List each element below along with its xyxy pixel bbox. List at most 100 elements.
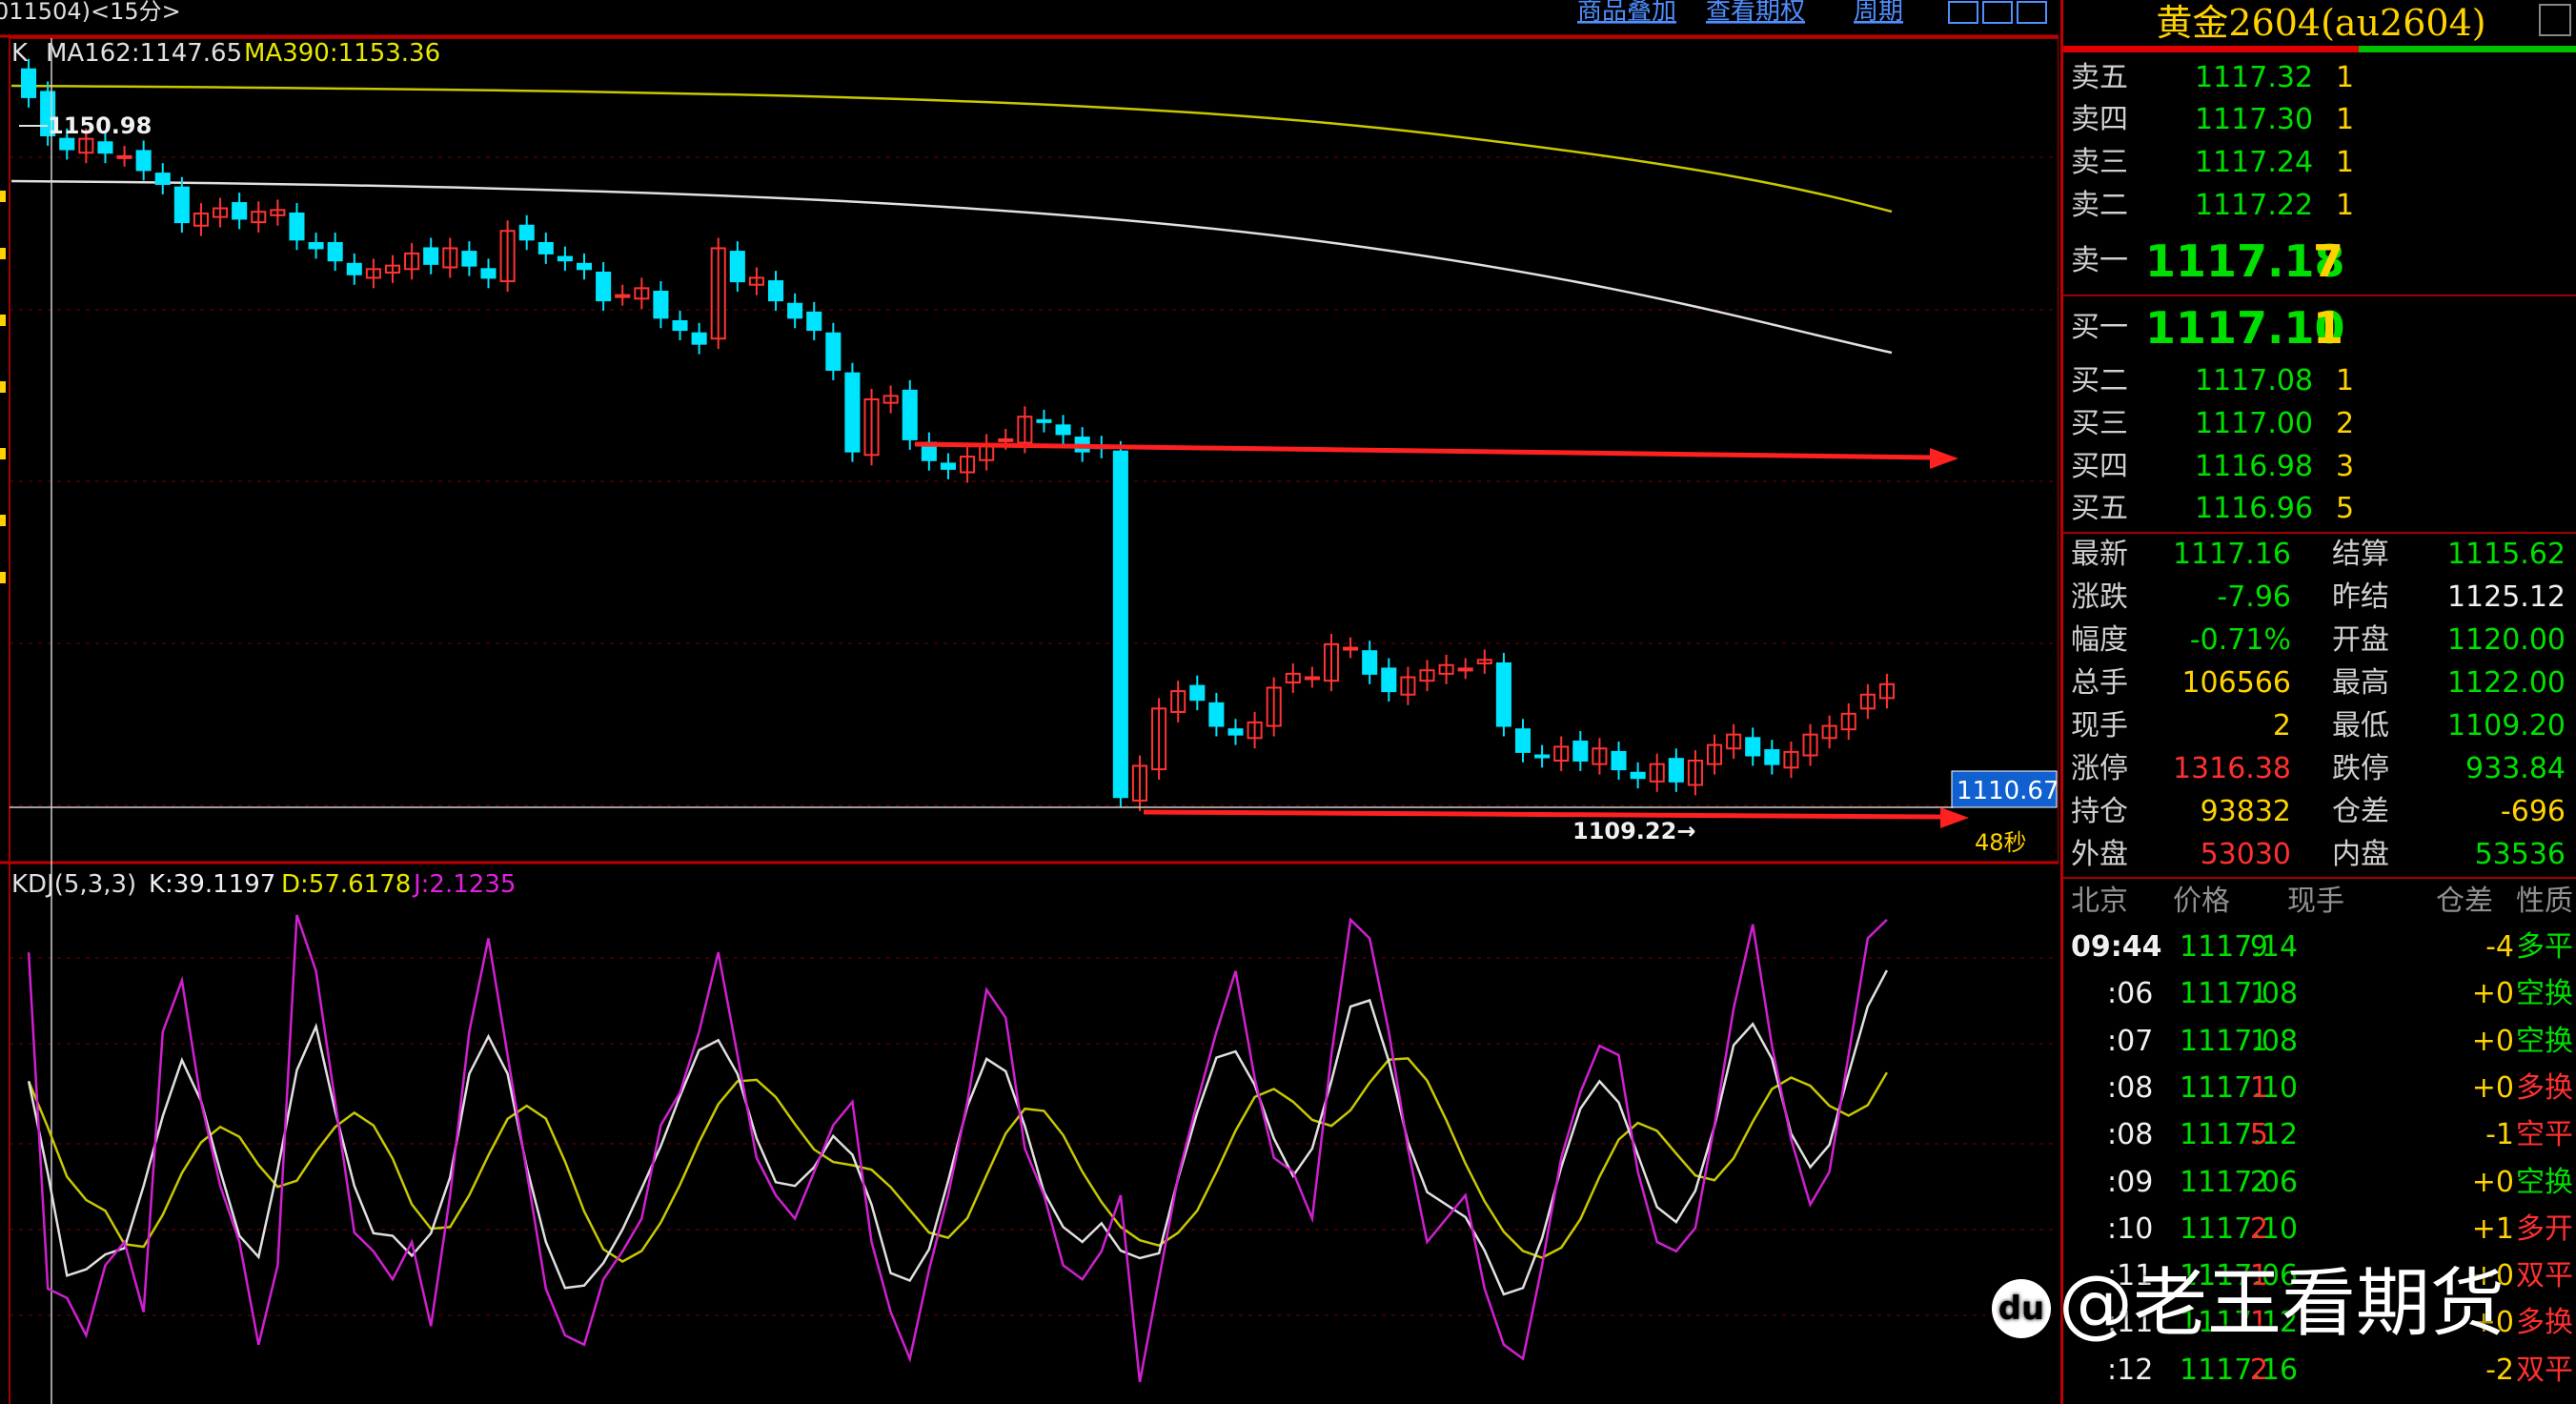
- prev-icon[interactable]: [1948, 1, 1978, 24]
- header-link-1[interactable]: 查看期权: [1706, 0, 1805, 26]
- tick-header-cell: 价格: [2173, 885, 2230, 918]
- tick-row[interactable]: 09:44 1117.14 9 -4 多平: [2063, 925, 2576, 970]
- stat-label: 最高: [2332, 666, 2389, 700]
- chart-area[interactable]: 011504)<15分> 商品叠加 查看期权 周期 K MA162:1147.65 MA39…: [0, 0, 2059, 1404]
- candle-body: [596, 271, 612, 302]
- candle-body: [232, 202, 248, 220]
- bid-row[interactable]: 买五 1116.96 5: [2063, 488, 2576, 530]
- stat-row: 最新 1117.16 结算 1115.62: [2063, 534, 2576, 576]
- tick-time: :11: [2107, 1306, 2154, 1340]
- candle-body: [1400, 676, 1416, 696]
- bid-row-best[interactable]: 买一 1117.10 1: [2063, 299, 2576, 356]
- tick-volume: 1: [2249, 1306, 2268, 1340]
- tick-row[interactable]: :10 1117.10 2 +1 多开: [2063, 1207, 2576, 1252]
- stat-label: 持仓: [2071, 795, 2128, 828]
- divider: [2063, 532, 2576, 534]
- kline-chart[interactable]: 011504)<15分> 商品叠加 查看期权 周期 K MA162:1147.65 MA39…: [0, 0, 2059, 1404]
- divider: [2063, 877, 2576, 879]
- ask-row[interactable]: 卖二 1117.22 1: [2063, 185, 2576, 227]
- tick-oi-change: +0: [2471, 1070, 2514, 1105]
- ma390-label: MA390:1153.36: [244, 39, 440, 68]
- tick-price: 1117.06: [2180, 1165, 2299, 1199]
- tick-nature: 多换: [2516, 1306, 2573, 1340]
- candle-body: [1495, 661, 1511, 727]
- tick-row[interactable]: :08 1117.10 1 +0 多换: [2063, 1066, 2576, 1111]
- candle-body: [576, 262, 593, 271]
- book-label: 买三: [2071, 407, 2128, 440]
- kdj-j-line: [27, 914, 1888, 1383]
- bid-row[interactable]: 买二 1117.08 1: [2063, 360, 2576, 402]
- candle-body: [1514, 728, 1531, 753]
- tick-row[interactable]: :09 1117.06 2 +0 空换: [2063, 1160, 2576, 1206]
- book-volume: 7: [2313, 235, 2344, 287]
- ask-row-best[interactable]: 卖一 1117.18 7: [2063, 233, 2576, 290]
- candle-body: [1764, 749, 1780, 765]
- high-marker: 1150.98: [48, 112, 152, 139]
- stat-value: 53030: [2200, 838, 2291, 871]
- tick-volume: 5: [2249, 1118, 2268, 1152]
- tick-time: :12: [2107, 1353, 2154, 1387]
- header-link-2[interactable]: 周期: [1854, 0, 1903, 26]
- stat-label: 涨停: [2071, 752, 2128, 785]
- kdj-k-line: [27, 969, 1889, 1296]
- book-volume: 1: [2336, 364, 2355, 397]
- buy-sell-ratio-bar-red: [2063, 46, 2359, 52]
- stat-row: 涨跌 -7.96 昨结 1125.12: [2063, 577, 2576, 619]
- stat-row: 幅度 -0.71% 开盘 1120.00: [2063, 620, 2576, 661]
- ask-row[interactable]: 卖三 1117.24 1: [2063, 142, 2576, 184]
- candle-body: [844, 372, 861, 453]
- tick-price: 1117.10: [2180, 1070, 2299, 1105]
- window-icon[interactable]: [2017, 1, 2047, 24]
- tick-row[interactable]: :08 1117.12 5 -1 空平: [2063, 1112, 2576, 1158]
- candle-body: [1726, 733, 1742, 750]
- axis-tick: [0, 248, 6, 259]
- tick-time: :08: [2107, 1070, 2154, 1105]
- candle-body: [557, 255, 573, 262]
- stat-value: 1125.12: [2446, 580, 2566, 614]
- stat-value: 2: [2272, 709, 2291, 743]
- tick-volume: 1: [2249, 1259, 2268, 1293]
- tick-nature: 多开: [2516, 1211, 2573, 1246]
- book-price: 1117.32: [2195, 61, 2314, 94]
- tick-row[interactable]: :07 1117.08 1 +0 空换: [2063, 1019, 2576, 1065]
- candle-body: [882, 395, 899, 404]
- candle-body: [1170, 690, 1187, 713]
- book-label: 买四: [2071, 450, 2128, 483]
- ask-row[interactable]: 卖四 1117.30 1: [2063, 99, 2576, 141]
- stat-label: 开盘: [2332, 623, 2389, 657]
- indicator-label: K: [11, 39, 29, 68]
- candle-body: [902, 389, 918, 440]
- tick-volume: 1: [2249, 977, 2268, 1011]
- candle-body: [1457, 667, 1473, 672]
- divider: [2063, 295, 2576, 296]
- tick-row[interactable]: :06 1117.08 1 +0 空换: [2063, 971, 2576, 1017]
- ma162-label: MA162:1147.65: [46, 39, 242, 68]
- bid-row[interactable]: 买四 1116.98 3: [2063, 446, 2576, 488]
- axis-tick: [0, 448, 6, 459]
- watermark-text: @老王看期货: [2059, 1261, 2505, 1347]
- tick-time: 09:44: [2071, 930, 2162, 964]
- stat-value: -7.96: [2217, 580, 2291, 614]
- header-link-0[interactable]: 商品叠加: [1577, 0, 1676, 26]
- close-icon[interactable]: [2539, 4, 2571, 36]
- candle-body: [1534, 754, 1551, 759]
- bid-row[interactable]: 买三 1117.00 2: [2063, 403, 2576, 445]
- book-label: 卖二: [2071, 189, 2128, 222]
- candle-body: [1017, 416, 1033, 444]
- ask-row[interactable]: 卖五 1117.32 1: [2063, 57, 2576, 99]
- stat-label: 最低: [2332, 709, 2389, 743]
- tick-row[interactable]: :11 1117.06 1 +0 双平: [2063, 1253, 2576, 1299]
- book-label: 卖五: [2071, 61, 2128, 94]
- candle-body: [1112, 450, 1128, 799]
- candle-body: [21, 68, 37, 98]
- stat-label: 最新: [2071, 538, 2128, 571]
- stat-label: 跌停: [2332, 752, 2389, 785]
- candle-body: [97, 141, 113, 154]
- candle-body: [1783, 750, 1799, 769]
- tick-row[interactable]: :11 1117.12 1 +0 多换: [2063, 1300, 2576, 1346]
- tick-nature: 空换: [2516, 977, 2573, 1011]
- tick-row[interactable]: :12 1117.16 2 -2 双平: [2063, 1348, 2576, 1394]
- candle-body: [1304, 676, 1320, 681]
- next-icon[interactable]: [1982, 1, 2013, 24]
- buy-sell-ratio-bar-green: [2359, 46, 2576, 52]
